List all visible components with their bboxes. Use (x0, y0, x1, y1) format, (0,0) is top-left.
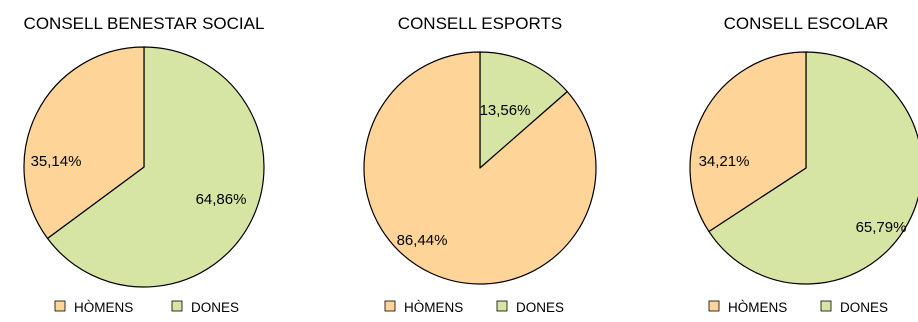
legend-swatch-dones (496, 300, 508, 312)
pie-slice-dones (479, 51, 568, 169)
legend-swatch-homens (708, 300, 720, 312)
legend-swatch-dones (171, 300, 183, 312)
data-label-dones: 65,79% (856, 219, 907, 236)
legend-label-dones: DONES (516, 300, 564, 315)
pie-slice-homens (363, 51, 597, 285)
pie-slice-homens (23, 46, 145, 239)
pie-slice-dones (708, 51, 918, 285)
chart-title: CONSELL ESPORTS (398, 14, 562, 33)
chart-title: CONSELL BENESTAR SOCIAL (24, 14, 265, 33)
pie-slice-dones (46, 46, 265, 288)
data-label-dones: 13,56% (480, 102, 531, 119)
legend-swatch-homens (384, 300, 396, 312)
pie-chart-consell-benestar-social: CONSELL BENESTAR SOCIAL 35,14% 64,86% HÒMEN… (23, 14, 265, 315)
chart-title: CONSELL ESCOLAR (724, 14, 889, 33)
pie-chart-consell-escolar: CONSELL ESCOLAR 34,21% 65,79% HÒMENS DONES (689, 14, 918, 315)
legend-label-dones: DONES (840, 300, 888, 315)
legend-swatch-homens (54, 300, 66, 312)
pie-chart-consell-esports: CONSELL ESPORTS 86,44% 13,56% HÒMENS DONES (363, 14, 597, 315)
legend-label-homens: HÒMENS (74, 300, 133, 315)
data-label-homens: 86,44% (397, 232, 448, 249)
data-label-homens: 34,21% (699, 153, 750, 170)
legend-label-homens: HÒMENS (728, 300, 787, 315)
pie-slice-homens (689, 51, 807, 233)
data-label-dones: 64,86% (196, 191, 247, 208)
legend-label-dones: DONES (191, 300, 239, 315)
legend-label-homens: HÒMENS (404, 300, 463, 315)
legend-swatch-dones (820, 300, 832, 312)
data-label-homens: 35,14% (31, 153, 82, 170)
